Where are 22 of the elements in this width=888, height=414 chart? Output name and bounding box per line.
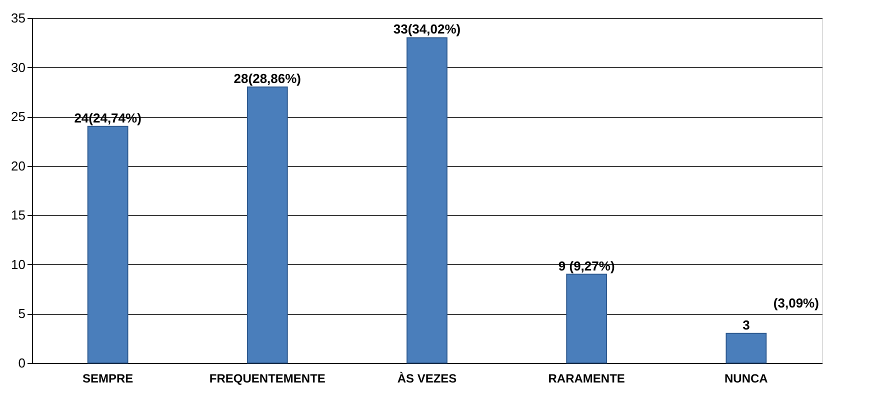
y-tick-label: 35 <box>11 10 26 26</box>
bar <box>87 126 128 364</box>
y-tick-label: 30 <box>11 60 26 75</box>
data-label: 28(28,86%) <box>234 71 302 86</box>
x-tick-label: SEMPRE <box>82 372 134 386</box>
y-tick-label: 0 <box>18 356 26 370</box>
y-tick-label: 25 <box>11 109 26 124</box>
bar <box>566 274 608 364</box>
bar <box>726 332 767 364</box>
y-tick-label: 15 <box>11 208 26 223</box>
y-tick-label: 10 <box>11 256 26 272</box>
bar <box>406 37 448 364</box>
data-label: 33(34,02%) <box>393 22 461 37</box>
y-tick-label: 5 <box>18 306 26 322</box>
x-tick-label: ÀS VEZES <box>397 372 457 386</box>
x-tick-label: RARAMENTE <box>548 372 625 386</box>
x-tick-label: FREQUENTEMENTE <box>209 372 326 386</box>
data-label: 3 <box>742 317 750 332</box>
x-tick-label: NUNCA <box>724 372 768 386</box>
annotation: (3,09%) <box>773 295 819 310</box>
bar <box>246 86 288 364</box>
y-tick-label: 20 <box>11 158 26 174</box>
